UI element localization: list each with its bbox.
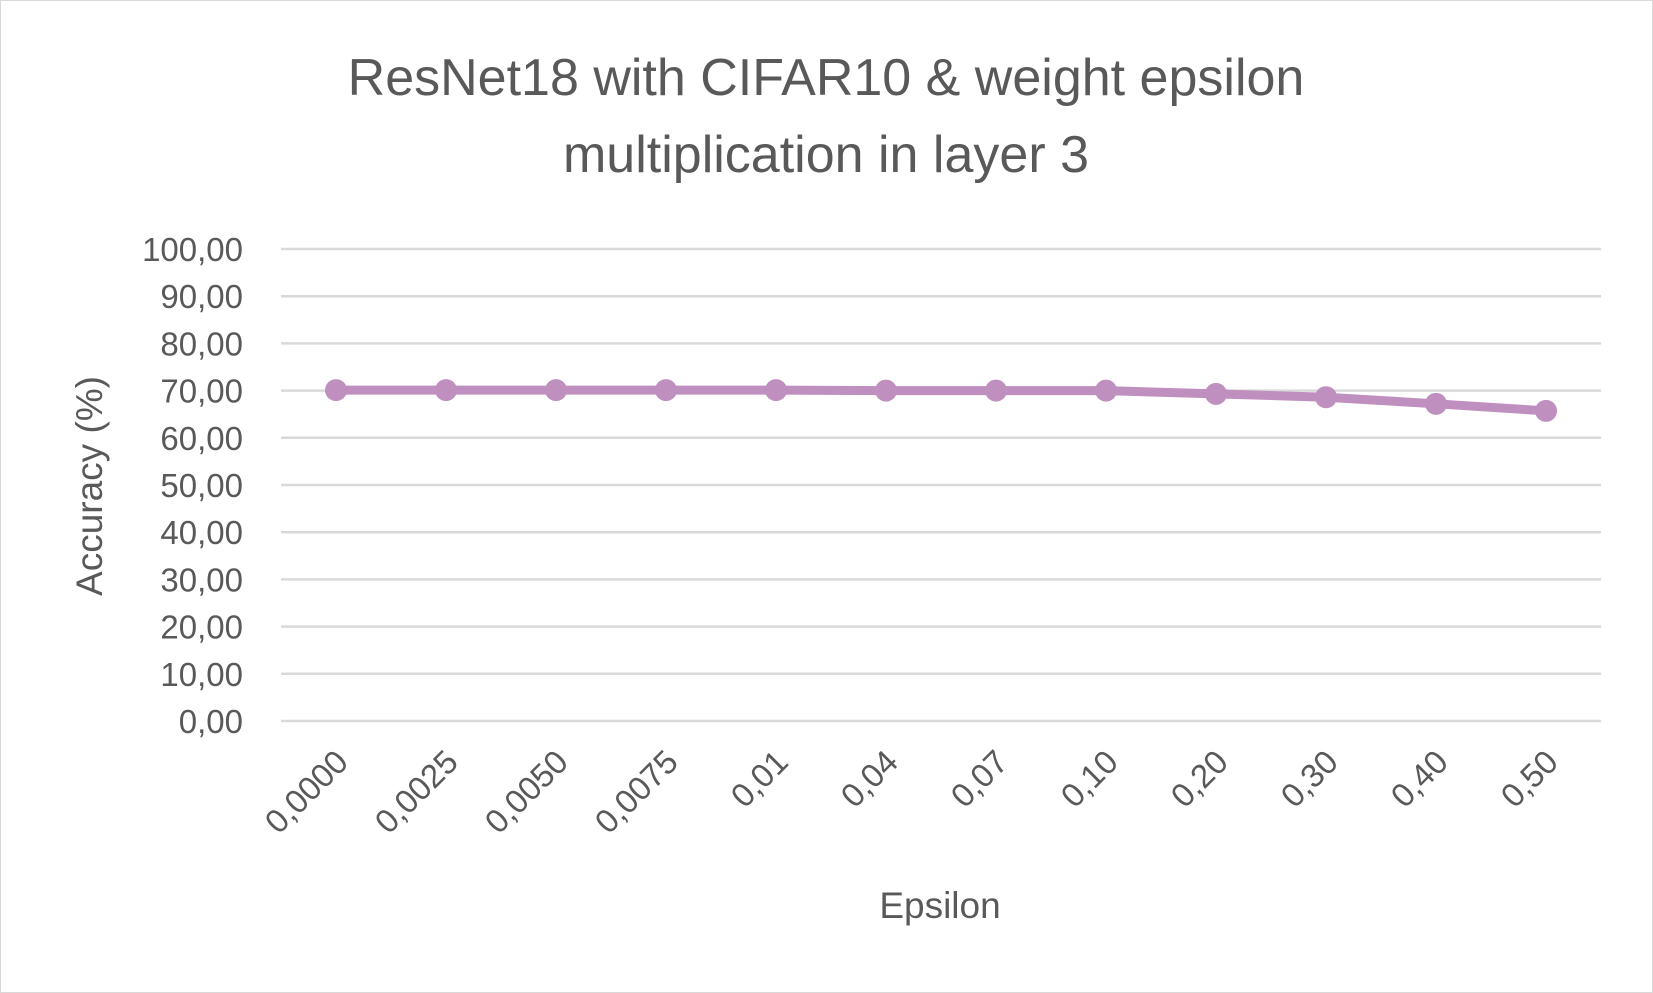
x-tick-label: 0,20	[1163, 743, 1235, 815]
gridlines	[281, 247, 1601, 723]
x-tick-label: 0,0075	[587, 743, 685, 841]
x-tick-label: 0,30	[1273, 743, 1345, 815]
x-tick-label: 0,40	[1383, 743, 1455, 815]
data-point	[765, 379, 787, 402]
data-point	[435, 379, 457, 402]
x-tick-label: 0,04	[833, 743, 905, 815]
data-point	[545, 379, 567, 402]
y-axis-title: Accuracy (%)	[69, 376, 110, 596]
x-tick-label: 0,10	[1053, 743, 1125, 815]
data-point	[1095, 379, 1117, 402]
y-axis-tick-labels: 0,00 10,00 20,00 30,00 40,00 50,00 60,00 70,00 8…	[142, 231, 243, 740]
data-point	[325, 379, 347, 402]
x-tick-label: 0,0050	[477, 743, 575, 841]
x-tick-label: 0,0025	[367, 743, 465, 841]
y-tick-label: 60,00	[160, 420, 243, 457]
x-axis-title: Epsilon	[879, 885, 1000, 926]
y-tick-label: 30,00	[160, 561, 243, 598]
data-point	[985, 379, 1007, 402]
chart-title-line-1: ResNet18 with CIFAR10 & weight epsilon	[348, 49, 1305, 107]
data-point	[875, 379, 897, 402]
data-point	[1425, 392, 1447, 415]
series-line	[331, 385, 1551, 416]
chart-title-line-2: multiplication in layer 3	[563, 126, 1089, 184]
x-tick-label: 0,0000	[257, 743, 355, 841]
y-tick-label: 40,00	[160, 514, 243, 551]
y-tick-label: 90,00	[160, 278, 243, 315]
y-tick-label: 0,00	[179, 703, 243, 740]
data-point	[655, 379, 677, 402]
x-tick-label: 0,07	[943, 743, 1015, 815]
y-tick-label: 100,00	[142, 231, 243, 268]
data-point	[1205, 382, 1227, 405]
y-tick-label: 10,00	[160, 656, 243, 693]
y-tick-label: 80,00	[160, 325, 243, 362]
x-tick-label: 0,01	[723, 743, 795, 815]
y-tick-label: 50,00	[160, 467, 243, 504]
x-axis-tick-labels: 0,0000 0,0025 0,0050 0,0075 0,01 0,04 0,07 0,10…	[257, 743, 1565, 841]
y-tick-label: 20,00	[160, 609, 243, 646]
x-tick-label: 0,50	[1493, 743, 1565, 815]
data-point	[1535, 399, 1557, 422]
y-tick-label: 70,00	[160, 373, 243, 410]
data-point	[1315, 386, 1337, 409]
series-layer	[325, 379, 1557, 422]
